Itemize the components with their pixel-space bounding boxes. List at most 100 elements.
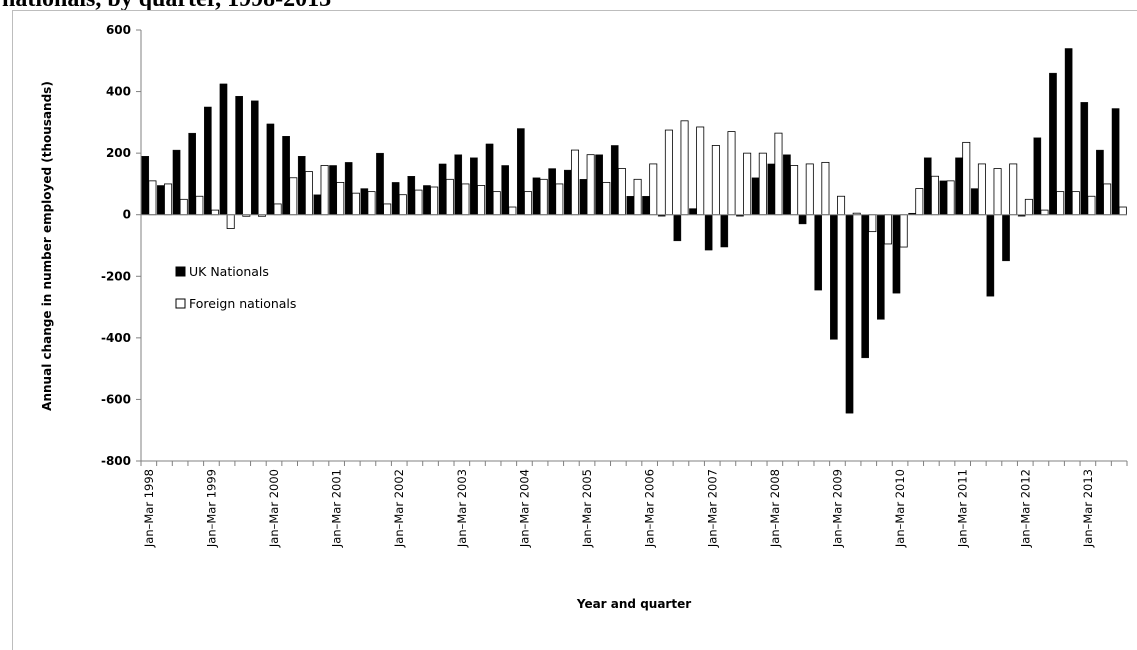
bar-uk-nationals — [172, 149, 181, 215]
bar-uk-nationals — [329, 165, 337, 215]
bar-uk-nationals — [830, 214, 838, 340]
legend-swatch-uk-nationals — [175, 266, 186, 277]
bar-uk-nationals — [814, 214, 823, 291]
bar-foreign-nationals — [1056, 191, 1065, 216]
x-tick-label: Jan–Mar 2012 — [1018, 469, 1032, 548]
bar-foreign-nationals — [758, 152, 767, 216]
bar-uk-nationals — [986, 214, 995, 297]
bar-uk-nationals — [266, 123, 275, 215]
x-tick-label: Jan–Mar 2011 — [956, 469, 970, 548]
bar-foreign-nationals — [351, 192, 360, 216]
bar-foreign-nationals — [680, 120, 689, 216]
bar-foreign-nationals — [1103, 183, 1112, 216]
bar-uk-nationals — [250, 100, 259, 215]
bar-uk-nationals — [1064, 48, 1073, 215]
legend-swatch-foreign-nationals — [175, 298, 186, 309]
x-tick-label: Jan–Mar 2006 — [643, 469, 657, 548]
bar-uk-nationals — [297, 156, 306, 215]
bar-foreign-nationals — [336, 181, 345, 216]
bar-uk-nationals — [391, 182, 400, 215]
x-tick-label: Jan–Mar 2008 — [768, 469, 782, 548]
bar-uk-nationals — [704, 214, 713, 251]
x-tick-label: Jan–Mar 2000 — [267, 469, 281, 548]
bar-uk-nationals — [548, 168, 556, 215]
bar-uk-nationals — [157, 185, 165, 215]
bar-uk-nationals — [720, 214, 729, 248]
bar-foreign-nationals — [570, 149, 579, 216]
bar-uk-nationals — [485, 143, 494, 215]
bar-uk-nationals — [689, 208, 697, 215]
bar-foreign-nationals — [1040, 209, 1049, 216]
bar-uk-nationals — [407, 176, 416, 215]
bar-uk-nationals — [861, 214, 869, 359]
x-tick-label: Jan–Mar 1998 — [142, 469, 156, 548]
bar-uk-nationals — [970, 188, 979, 215]
bar-uk-nationals — [610, 145, 619, 215]
y-axis-ticks: 600 400 200 0 -200 -400 -600 -800 — [101, 23, 141, 468]
bar-uk-nationals — [955, 157, 963, 215]
bar-foreign-nationals — [445, 178, 454, 216]
y-axis-label: Annual change in number employed (thousa… — [40, 81, 54, 411]
bar-uk-nationals — [642, 196, 650, 215]
bar-foreign-nationals — [977, 163, 986, 216]
bar-foreign-nationals — [586, 154, 595, 216]
chart-frame — [12, 10, 1137, 650]
bar-uk-nationals — [376, 152, 384, 215]
bar-foreign-nationals — [696, 126, 705, 216]
bar-uk-nationals — [767, 163, 776, 215]
bar-foreign-nationals — [414, 189, 423, 216]
bar-uk-nationals — [673, 214, 682, 242]
bar-foreign-nationals — [430, 186, 439, 216]
bar-foreign-nationals — [805, 163, 814, 216]
x-tick-label: Jan–Mar 2010 — [893, 469, 907, 548]
bar-foreign-nationals — [398, 194, 407, 216]
bar-uk-nationals — [751, 177, 760, 215]
bar-uk-nationals — [845, 214, 854, 414]
y-tick-label: 400 — [106, 85, 131, 99]
bar-foreign-nationals — [743, 152, 752, 216]
chart-title: nationals, by quarter, 1998-2013 — [2, 0, 331, 13]
y-tick-label: -200 — [101, 269, 131, 283]
y-tick-label: -600 — [101, 392, 131, 406]
bar-uk-nationals — [454, 154, 463, 215]
bar-uk-nationals — [517, 128, 525, 215]
bar-foreign-nationals — [993, 168, 1002, 216]
bar-foreign-nationals — [226, 214, 235, 229]
bar-foreign-nationals — [884, 214, 893, 245]
bar-foreign-nationals — [164, 183, 173, 216]
x-tick-label: Jan–Mar 2005 — [580, 469, 594, 548]
x-axis-label: Year and quarter — [576, 597, 691, 611]
x-tick-label: Jan–Mar 2013 — [1081, 469, 1095, 548]
bar-uk-nationals — [1033, 137, 1042, 215]
bar-uk-nationals — [1111, 108, 1120, 215]
bar-foreign-nationals — [1071, 191, 1080, 216]
bar-foreign-nationals — [617, 168, 626, 216]
y-tick-label: -400 — [101, 331, 131, 345]
x-axis-ticks: Jan–Mar 1998 Jan–Mar 1999 Jan–Mar 2000 Jan–… — [140, 461, 1128, 548]
x-tick-label: Jan–Mar 2002 — [392, 469, 406, 548]
bar-uk-nationals — [939, 180, 948, 215]
bar-uk-nationals — [595, 154, 603, 215]
bar-uk-nationals — [501, 165, 509, 215]
bar-uk-nationals — [532, 177, 541, 215]
bar-uk-nationals — [798, 214, 807, 225]
x-tick-label: Jan–Mar 1999 — [204, 469, 218, 548]
bar-foreign-nationals — [508, 206, 517, 216]
bar-foreign-nationals — [602, 181, 611, 216]
bar-foreign-nationals — [539, 178, 548, 216]
y-tick-label: 600 — [106, 23, 131, 37]
bar-uk-nationals — [1080, 102, 1089, 215]
legend: UK Nationals Foreign nationals — [175, 264, 296, 311]
bar-foreign-nationals — [837, 195, 846, 216]
bar-foreign-nationals — [555, 183, 564, 216]
bar-uk-nationals — [204, 106, 212, 215]
bar-uk-nationals — [1096, 149, 1104, 215]
bar-uk-nationals — [235, 95, 243, 215]
bar-uk-nationals — [438, 163, 447, 215]
bar-foreign-nationals — [320, 165, 329, 216]
bar-uk-nationals — [783, 154, 791, 215]
x-tick-label: Jan–Mar 2003 — [455, 469, 469, 548]
bar-foreign-nationals — [868, 214, 877, 233]
bar-foreign-nationals — [1024, 198, 1033, 216]
bar-uk-nationals — [892, 214, 901, 294]
